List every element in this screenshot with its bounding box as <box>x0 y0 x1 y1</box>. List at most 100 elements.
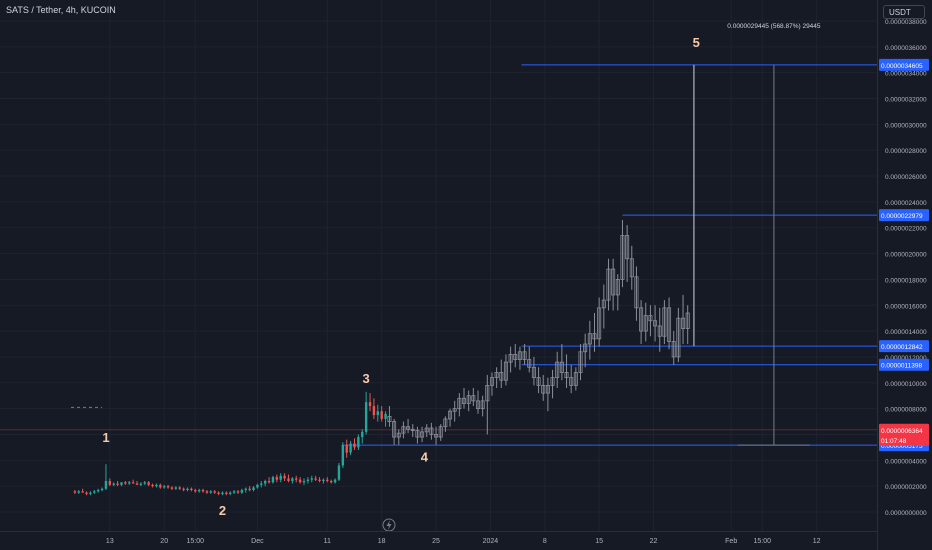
projection-candle-body <box>424 427 429 433</box>
price-level-tag-text: 0.0000012842 <box>881 344 923 351</box>
candle-body <box>357 437 360 448</box>
candle-body <box>291 478 294 481</box>
x-tick-label: Dec <box>251 538 264 545</box>
projection-candle-body <box>573 372 578 386</box>
price-level-tag-text: 0.0000034605 <box>881 63 923 70</box>
candle-body <box>306 479 310 481</box>
candle-body <box>85 492 88 494</box>
candle-body <box>73 491 77 493</box>
candle-body <box>384 413 387 419</box>
projection-candle-body <box>527 359 532 368</box>
projection-candle-body <box>462 397 467 404</box>
y-tick-label: 0.0000000000 <box>885 510 927 517</box>
measure-label: 0.0000029445 (568.87%) 29445 <box>727 23 821 30</box>
projection-candle-body <box>671 341 676 358</box>
x-axis[interactable]: 13 20 15:00 Dec 11 18 25 2024 8 15 22 Feb 15:00 12 <box>106 538 821 545</box>
candle-body <box>380 411 383 419</box>
candle-body <box>232 491 236 493</box>
symbol-title[interactable]: SATS / Tether, 4h, KUCOIN <box>6 5 116 15</box>
wave-label: 2 <box>219 503 226 518</box>
price-level-tag-text: 0.0000022979 <box>881 213 923 220</box>
x-tick-label: 11 <box>324 538 331 545</box>
candle-body <box>163 486 166 488</box>
candle-body <box>209 491 213 493</box>
candle-body <box>186 488 189 491</box>
candle-body <box>205 491 209 493</box>
projection-candle-body <box>587 333 592 345</box>
candle-body <box>271 477 275 483</box>
candle-body <box>147 482 150 485</box>
projection-candle-body <box>681 317 686 329</box>
candle-body <box>263 480 267 484</box>
projection-candle-body <box>508 353 513 363</box>
projection-candle-body <box>489 377 494 386</box>
candle-body <box>283 475 286 479</box>
y-tick-label: 0.0000016000 <box>885 303 927 310</box>
candle-body <box>131 482 135 484</box>
candle-body <box>318 479 321 481</box>
projection-candle-body <box>578 351 583 373</box>
y-tick-label: 0.0000014000 <box>885 329 927 336</box>
projection-candle-body <box>503 361 508 381</box>
candle-body <box>229 492 232 494</box>
candle-body <box>361 431 364 438</box>
price-level-tag <box>879 358 929 371</box>
projection-candle-body <box>406 426 411 430</box>
candles <box>73 219 690 496</box>
candle-body <box>337 465 341 480</box>
projection-candle-body <box>555 361 560 379</box>
candle-body <box>221 492 224 494</box>
projection-candle-body <box>522 351 527 360</box>
y-tick-label: 0.0000024000 <box>885 200 927 207</box>
x-tick-label: 18 <box>378 538 386 545</box>
candle-body <box>376 411 379 416</box>
price-axis-separator <box>877 0 878 550</box>
projection-candle-body <box>536 377 541 386</box>
countdown-text: 01:07:48 <box>881 438 907 445</box>
y-tick-label: 0.0000004000 <box>885 458 927 465</box>
candle-body <box>116 483 119 485</box>
candle-body <box>244 488 247 491</box>
price-level-tag-text: 0.0000011398 <box>881 363 922 370</box>
price-level-tag <box>879 209 929 222</box>
candle-body <box>252 487 255 491</box>
candle-body <box>322 479 325 481</box>
annotations: 0.0000029445 (568.87%) 29445 1 2 3 4 5 <box>102 23 821 532</box>
projection-candle-body <box>448 410 453 420</box>
projection-candle-body <box>545 384 550 394</box>
projection-candle-body <box>499 372 504 381</box>
projection-candle-body <box>662 307 667 337</box>
projection-candle-body <box>485 384 490 402</box>
candle-body <box>159 484 162 488</box>
currency-selector[interactable]: USDT <box>883 5 925 19</box>
projection-candle-body <box>438 426 443 438</box>
projection-candle-body <box>648 315 653 322</box>
candle-body <box>108 480 112 485</box>
projection-candle-body <box>401 426 406 434</box>
candle-body <box>353 443 356 448</box>
candle-body <box>368 402 372 407</box>
x-tick-label: 13 <box>106 538 114 545</box>
candle-body <box>326 479 329 481</box>
projection-candle-body <box>676 317 681 358</box>
candle-body <box>256 484 259 488</box>
projection-candle-body <box>583 343 588 353</box>
projection-candle-body <box>620 235 625 280</box>
projection-candle-body <box>653 320 658 327</box>
candle-body <box>341 444 345 466</box>
projection-candle-body <box>415 430 420 438</box>
price-level-tag <box>879 58 929 71</box>
candle-body <box>128 482 131 484</box>
y-tick-label: 0.0000008000 <box>885 407 927 414</box>
candle-body <box>240 490 244 493</box>
candle-body <box>236 491 240 493</box>
projection-candle-body <box>410 428 415 431</box>
candle-body <box>104 480 108 489</box>
projection-candle-body <box>480 400 485 410</box>
candle-body <box>295 478 298 480</box>
projection-candle-body <box>629 258 634 278</box>
y-tick-label: 0.0000038000 <box>885 19 927 26</box>
price-level-tag-text: 0.0000005175 <box>881 443 923 450</box>
candle-body <box>77 491 80 493</box>
